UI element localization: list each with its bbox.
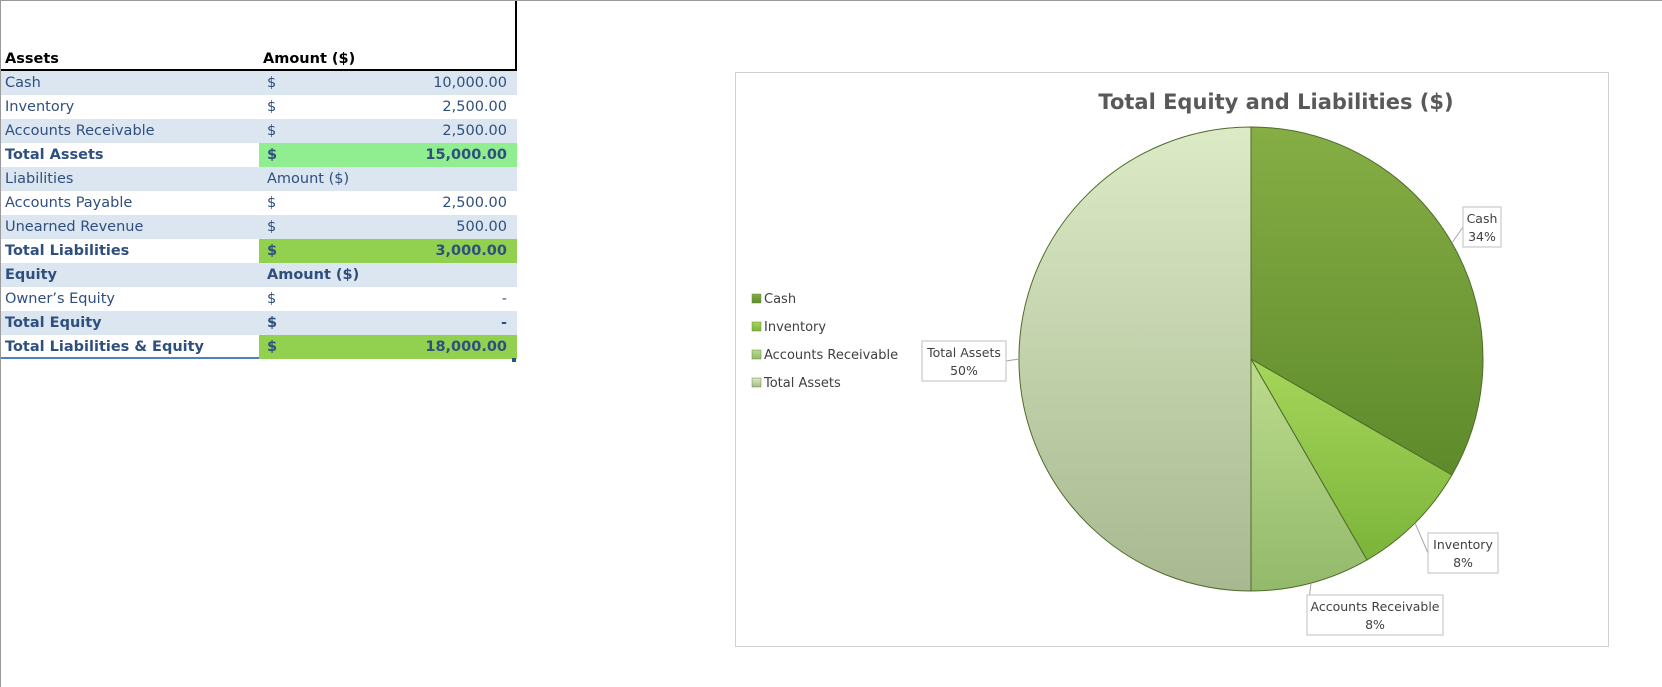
- header-border: [515, 1, 517, 71]
- pie-slice-total-assets[interactable]: [1018, 126, 1252, 592]
- row-amount[interactable]: 15,000.00: [425, 147, 507, 163]
- row-amount[interactable]: 18,000.00: [425, 339, 507, 355]
- row-currency[interactable]: $: [267, 75, 277, 91]
- row-label[interactable]: Equity: [5, 267, 57, 283]
- legend-swatch-accounts-receivable: [751, 349, 762, 360]
- pie-slice-cash[interactable]: [1250, 126, 1484, 476]
- row-label[interactable]: Total Equity: [5, 315, 102, 331]
- data-label-percent: 34%: [1468, 229, 1496, 244]
- table-row-total-liabilities[interactable]: Total Liabilities $ 3,000.00: [1, 239, 517, 263]
- row-amount-header[interactable]: Amount ($): [267, 171, 350, 187]
- data-label-box-inventory[interactable]: [1427, 532, 1499, 574]
- row-amount[interactable]: 2,500.00: [442, 123, 507, 139]
- row-amount-header[interactable]: Amount ($): [267, 267, 360, 283]
- legend-entry-inventory[interactable]: Inventory: [764, 320, 826, 335]
- pie-chart-svg: Total Equity and Liabilities ($) Cash 34%…: [751, 90, 1502, 636]
- row-amount[interactable]: 2,500.00: [442, 195, 507, 211]
- data-label-percent: 8%: [1365, 617, 1385, 632]
- table-row[interactable]: Accounts Payable $ 2,500.00: [1, 191, 517, 215]
- row-label[interactable]: Accounts Receivable: [5, 123, 155, 139]
- data-label-leader-cash: [1451, 226, 1464, 244]
- row-currency[interactable]: $: [267, 219, 277, 235]
- row-amount[interactable]: 500.00: [456, 219, 507, 235]
- data-label-box-accounts-receivable[interactable]: [1306, 594, 1444, 636]
- data-label-category: Accounts Receivable: [1311, 599, 1440, 614]
- header-amount-label[interactable]: Amount ($): [263, 51, 356, 67]
- row-label[interactable]: Total Liabilities & Equity: [5, 339, 205, 355]
- row-currency[interactable]: $: [267, 195, 277, 211]
- table-row[interactable]: Owner’s Equity $ -: [1, 287, 517, 311]
- table-row[interactable]: Inventory $ 2,500.00: [1, 95, 517, 119]
- table-row[interactable]: Accounts Receivable $ 2,500.00: [1, 119, 517, 143]
- spreadsheet-table: Assets Amount ($) Cash $ 10,000.00 Inven…: [1, 1, 517, 363]
- row-amount[interactable]: 3,000.00: [435, 243, 507, 259]
- table-row[interactable]: Unearned Revenue $ 500.00: [1, 215, 517, 239]
- data-label-category: Cash: [1467, 211, 1498, 226]
- pie-chart[interactable]: Total Equity and Liabilities ($) Cash 34%…: [735, 72, 1609, 647]
- table-row-total-liabilities-equity[interactable]: Total Liabilities & Equity $ 18,000.00: [1, 335, 517, 359]
- row-amount[interactable]: -: [501, 291, 507, 307]
- table-resize-handle[interactable]: [512, 358, 516, 362]
- row-label[interactable]: Unearned Revenue: [5, 219, 144, 235]
- row-label[interactable]: Cash: [5, 75, 41, 91]
- chart-title: Total Equity and Liabilities ($): [1098, 90, 1453, 114]
- legend-entry-cash[interactable]: Cash: [764, 292, 796, 307]
- legend-entry-total-assets[interactable]: Total Assets: [763, 376, 841, 391]
- row-amount[interactable]: 10,000.00: [433, 75, 507, 91]
- data-label-category: Total Assets: [926, 345, 1001, 360]
- row-amount[interactable]: -: [500, 315, 507, 331]
- legend-swatch-cash: [751, 293, 762, 304]
- row-amount[interactable]: 2,500.00: [442, 99, 507, 115]
- total-highlight: [259, 239, 517, 263]
- row-currency[interactable]: $: [267, 315, 278, 331]
- row-label[interactable]: Total Liabilities: [5, 243, 130, 259]
- row-label[interactable]: Inventory: [5, 99, 75, 115]
- header-row[interactable]: Assets Amount ($): [1, 47, 517, 71]
- row-currency[interactable]: $: [267, 243, 278, 259]
- table-row-total-equity[interactable]: Total Equity $ -: [1, 311, 517, 335]
- row-label[interactable]: Total Assets: [5, 147, 104, 163]
- row-currency[interactable]: $: [267, 147, 278, 163]
- row-label[interactable]: Accounts Payable: [5, 195, 133, 211]
- row-currency[interactable]: $: [267, 123, 277, 139]
- row-label[interactable]: Liabilities: [5, 171, 74, 187]
- header-assets-label[interactable]: Assets: [5, 51, 59, 67]
- total-highlight: [259, 143, 517, 167]
- row-currency[interactable]: $: [267, 339, 278, 355]
- data-label-box-total-assets[interactable]: [921, 340, 1007, 382]
- total-highlight: [259, 335, 517, 359]
- data-label-leader-inventory: [1414, 522, 1429, 554]
- row-label[interactable]: Owner’s Equity: [5, 291, 115, 307]
- row-currency[interactable]: $: [267, 291, 277, 307]
- row-currency[interactable]: $: [267, 99, 277, 115]
- legend-swatch-total-assets: [751, 377, 762, 388]
- table-row[interactable]: Cash $ 10,000.00: [1, 71, 517, 95]
- legend-swatch-inventory: [751, 321, 762, 332]
- data-label-category: Inventory: [1433, 537, 1493, 552]
- data-label-percent: 50%: [950, 363, 978, 378]
- data-label-percent: 8%: [1453, 555, 1473, 570]
- table-row[interactable]: Liabilities Amount ($): [1, 167, 517, 191]
- legend-entry-accounts-receivable[interactable]: Accounts Receivable: [764, 348, 898, 363]
- data-label-leader-total-assets: [1005, 358, 1020, 362]
- table-row-total-assets[interactable]: Total Assets $ 15,000.00: [1, 143, 517, 167]
- table-row[interactable]: Equity Amount ($): [1, 263, 517, 287]
- data-label-box-cash[interactable]: [1462, 206, 1502, 248]
